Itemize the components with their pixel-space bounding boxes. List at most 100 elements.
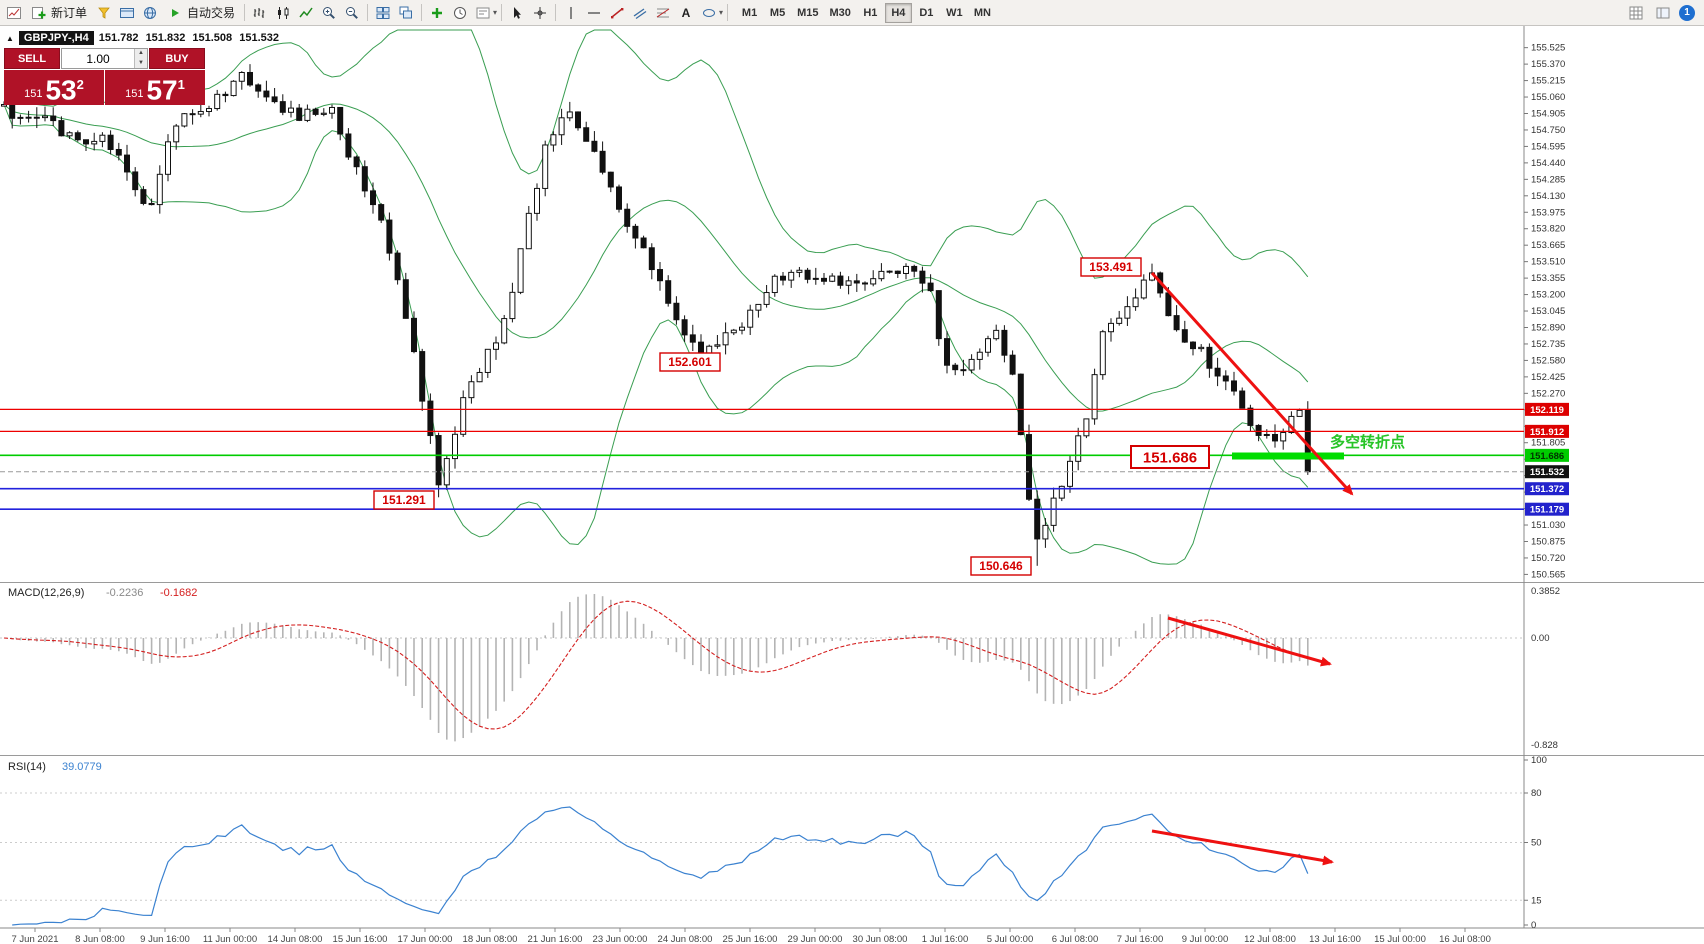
- symbol-name[interactable]: GBPJPY-,H4: [18, 31, 94, 45]
- crosshair-icon[interactable]: [529, 2, 551, 24]
- open-value: 151.782: [98, 32, 139, 44]
- svg-text:153.491: 153.491: [1089, 260, 1133, 274]
- horizontal-line-icon[interactable]: [583, 2, 605, 24]
- layout-panel-icon[interactable]: [1652, 2, 1674, 24]
- buy-button[interactable]: BUY: [149, 48, 205, 69]
- svg-text:154.905: 154.905: [1531, 108, 1565, 119]
- svg-text:154.285: 154.285: [1531, 174, 1565, 185]
- svg-text:151.686: 151.686: [1143, 450, 1197, 467]
- timeframe-h4[interactable]: H4: [884, 2, 912, 23]
- svg-text:150.646: 150.646: [979, 559, 1023, 573]
- volume-decrease-button[interactable]: ▼: [135, 58, 147, 68]
- fibonacci-icon[interactable]: [652, 2, 674, 24]
- turning-point-highlight: [1232, 452, 1344, 460]
- svg-text:6 Jul 08:00: 6 Jul 08:00: [1052, 934, 1098, 944]
- sell-button[interactable]: SELL: [4, 48, 60, 69]
- text-tool-icon[interactable]: A: [675, 2, 697, 24]
- svg-text:153.820: 153.820: [1531, 224, 1565, 235]
- svg-text:155.370: 155.370: [1531, 59, 1565, 70]
- svg-text:153.975: 153.975: [1531, 207, 1565, 218]
- trend-arrows: [1150, 271, 1354, 866]
- dropdown-caret-icon[interactable]: ▾: [493, 8, 498, 17]
- timeframe-d1[interactable]: D1: [913, 3, 940, 23]
- svg-text:8 Jun 08:00: 8 Jun 08:00: [75, 934, 125, 944]
- svg-text:151.291: 151.291: [382, 493, 426, 507]
- svg-text:29 Jun 00:00: 29 Jun 00:00: [788, 934, 843, 944]
- timeframe-m15[interactable]: M15: [792, 3, 823, 23]
- globe-icon[interactable]: [139, 2, 161, 24]
- svg-text:153.510: 153.510: [1531, 257, 1565, 268]
- vertical-line-icon[interactable]: [560, 2, 582, 24]
- svg-text:155.215: 155.215: [1531, 76, 1565, 87]
- svg-text:151.372: 151.372: [1530, 484, 1564, 495]
- timeframe-w1[interactable]: W1: [941, 3, 968, 23]
- notification-badge[interactable]: 1: [1679, 4, 1695, 21]
- timeframe-h1[interactable]: H1: [857, 3, 884, 23]
- price-callouts: 153.491 152.601 151.686 151.291 150.646: [373, 257, 1210, 576]
- periods-icon[interactable]: [449, 2, 471, 24]
- macd-signal-line: [3, 600, 1308, 730]
- toolbar-separator: [244, 4, 246, 21]
- market-window-icon[interactable]: [116, 2, 138, 24]
- dropdown-caret-icon[interactable]: ▾: [719, 8, 724, 17]
- buy-price-display[interactable]: 151 571: [105, 70, 205, 105]
- zoom-out-icon[interactable]: [341, 2, 363, 24]
- cascade-windows-icon[interactable]: [395, 2, 417, 24]
- timeframe-m30[interactable]: M30: [824, 3, 855, 23]
- svg-text:152.119: 152.119: [1530, 405, 1564, 416]
- funnel-icon[interactable]: [93, 2, 115, 24]
- level-lines: 152.119 151.912 151.686 151.532 151.372 151.1…: [0, 402, 1569, 516]
- new-order-label: 新订单: [51, 6, 88, 20]
- timeframe-m1[interactable]: M1: [736, 3, 763, 23]
- new-order-button[interactable]: 新订单: [26, 2, 92, 24]
- trendline-icon[interactable]: [606, 2, 628, 24]
- symbol-marker-icon: ▲: [6, 33, 14, 43]
- sell-price-big: 53: [45, 74, 77, 105]
- autotrading-play-icon: [172, 8, 180, 17]
- volume-spinner: ▲ ▼: [134, 49, 147, 68]
- svg-text:150.720: 150.720: [1531, 553, 1565, 564]
- chart-window-icon[interactable]: [3, 2, 25, 24]
- indicators-icon[interactable]: [426, 2, 448, 24]
- cursor-icon[interactable]: [506, 2, 528, 24]
- volume-increase-button[interactable]: ▲: [135, 49, 147, 59]
- svg-text:9 Jul 00:00: 9 Jul 00:00: [1182, 934, 1228, 944]
- autotrading-button[interactable]: 自动交易: [162, 2, 240, 24]
- svg-text:0.3852: 0.3852: [1531, 586, 1560, 597]
- sell-price-display[interactable]: 151 532: [4, 70, 104, 105]
- volume-input[interactable]: [62, 49, 134, 68]
- ohlc-values: 151.782 151.832 151.508 151.532: [99, 32, 283, 44]
- svg-text:152.580: 152.580: [1531, 355, 1565, 366]
- timeframe-m5[interactable]: M5: [764, 3, 791, 23]
- svg-text:11 Jun 00:00: 11 Jun 00:00: [203, 934, 257, 944]
- new-order-icon: [32, 6, 46, 19]
- tile-windows-icon[interactable]: [372, 2, 394, 24]
- volume-field: ▲ ▼: [61, 48, 148, 69]
- svg-text:13 Jul 16:00: 13 Jul 16:00: [1309, 934, 1361, 944]
- svg-text:-0.828: -0.828: [1531, 740, 1558, 751]
- svg-text:154.130: 154.130: [1531, 191, 1565, 202]
- sell-price-sup: 2: [76, 76, 84, 92]
- svg-text:152.890: 152.890: [1531, 322, 1565, 333]
- line-chart-mode-icon[interactable]: [295, 2, 317, 24]
- candlestick-mode-icon[interactable]: [272, 2, 294, 24]
- channel-icon[interactable]: [629, 2, 651, 24]
- one-click-trading-panel: SELL ▲ ▼ BUY 151 532 151 571: [4, 48, 205, 105]
- zoom-in-icon[interactable]: [318, 2, 340, 24]
- svg-text:15 Jun 16:00: 15 Jun 16:00: [333, 934, 388, 944]
- bar-chart-mode-icon[interactable]: [249, 2, 271, 24]
- svg-text:23 Jun 00:00: 23 Jun 00:00: [593, 934, 648, 944]
- svg-text:152.270: 152.270: [1531, 388, 1565, 399]
- low-value: 151.508: [192, 32, 233, 44]
- turning-point-annotation: 多空转折点: [1330, 433, 1405, 451]
- svg-text:-0.1682: -0.1682: [160, 587, 197, 599]
- svg-text:152.601: 152.601: [668, 355, 712, 369]
- timeframe-mn[interactable]: MN: [969, 3, 996, 23]
- svg-text:30 Jun 08:00: 30 Jun 08:00: [853, 934, 908, 944]
- grid-settings-icon[interactable]: [1625, 2, 1647, 24]
- candles: [1, 64, 1311, 566]
- templates-icon[interactable]: [472, 2, 494, 24]
- svg-text:151.179: 151.179: [1530, 505, 1564, 516]
- shapes-icon[interactable]: [698, 2, 720, 24]
